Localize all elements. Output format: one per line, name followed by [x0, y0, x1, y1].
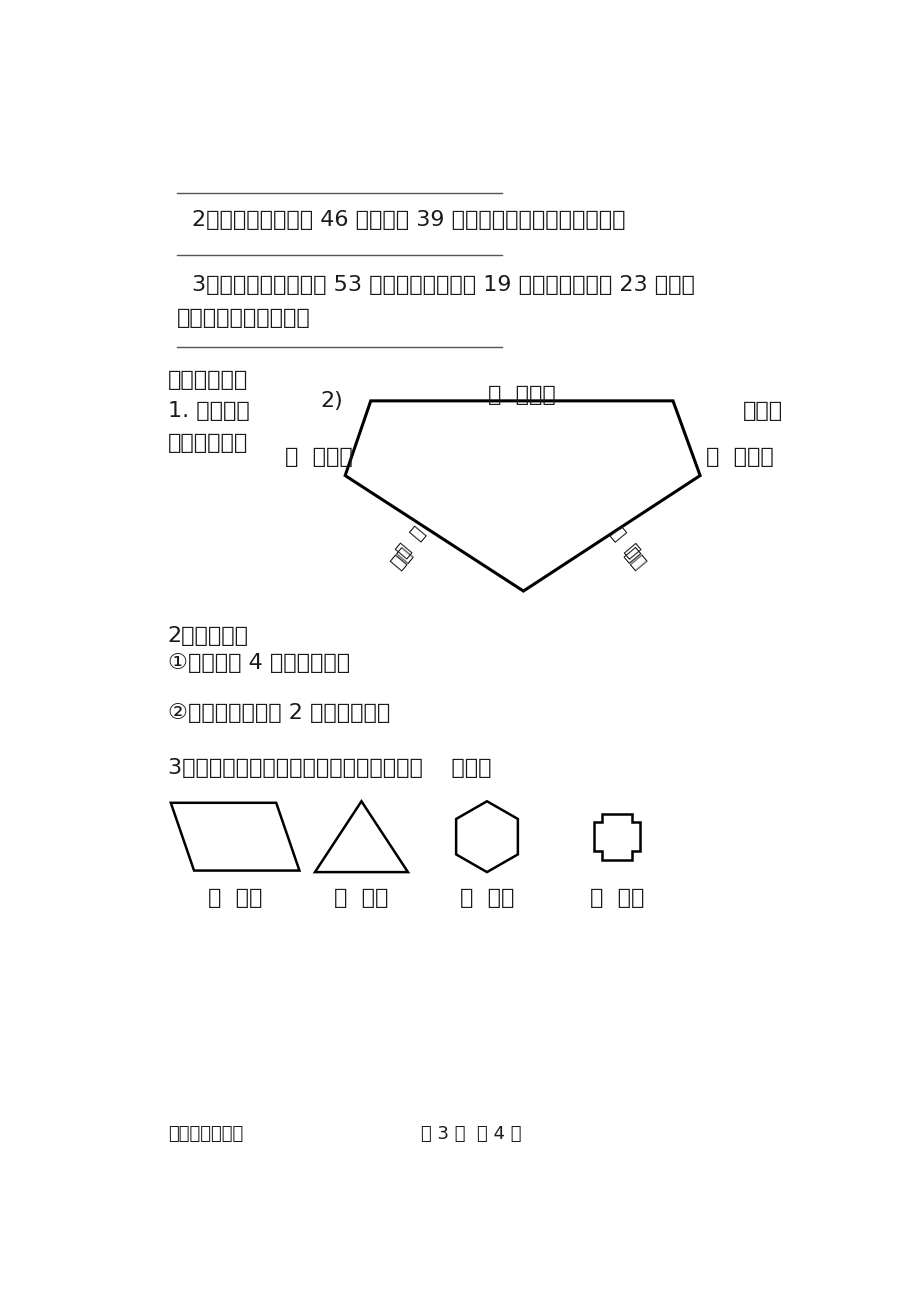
Text: 第 3 页  共 4 页: 第 3 页 共 4 页: [421, 1124, 521, 1143]
Text: （  ）条: （ ）条: [460, 888, 514, 907]
Text: （  ）: （ ）: [393, 524, 428, 560]
Text: 3、下面的图形各由几条线段围成？填在（    ）里。: 3、下面的图形各由几条线段围成？填在（ ）里。: [167, 758, 491, 779]
Text: （  ）厘米: （ ）厘米: [285, 447, 353, 467]
Text: （  ）条: （ ）条: [334, 888, 388, 907]
Text: 2): 2): [320, 391, 343, 411]
Text: （  ）厘米: （ ）厘米: [705, 447, 773, 467]
Text: 1. 量一量下: 1. 量一量下: [167, 400, 249, 421]
Text: 面各条: 面各条: [742, 400, 782, 421]
Text: 一年级数学试卷: 一年级数学试卷: [167, 1124, 243, 1143]
Text: 2、画一画。: 2、画一画。: [167, 625, 248, 646]
Text: （  ）条: （ ）条: [208, 888, 262, 907]
Text: 五、动手题。: 五、动手题。: [167, 370, 248, 390]
Text: （  ）条: （ ）条: [589, 888, 643, 907]
Text: （  ）: （ ）: [607, 524, 641, 560]
Text: ②再画一条比它长 2 厘米的线段。: ②再画一条比它长 2 厘米的线段。: [167, 703, 390, 723]
Text: ①画一条长 4 厘米的线段。: ①画一条长 4 厘米的线段。: [167, 653, 349, 672]
Text: 线段的长度。: 线段的长度。: [167, 433, 248, 454]
Text: 根绳子还剩下多少米？: 根绳子还剩下多少米？: [176, 308, 311, 329]
Text: 2、服装厂运来白布 46 米，花布 39 米，花布和白布一共多少米？: 2、服装厂运来白布 46 米，花布 39 米，花布和白布一共多少米？: [192, 209, 625, 230]
Text: 厘米: 厘米: [619, 545, 647, 573]
Text: 厘米: 厘米: [388, 545, 415, 573]
Text: 3、一根绳子，原来长 53 米，我第一次剪去 19 米，第二次剪去 23 米。这: 3、一根绳子，原来长 53 米，我第一次剪去 19 米，第二次剪去 23 米。这: [192, 276, 695, 295]
Text: （  ）厘米: （ ）厘米: [487, 386, 555, 406]
